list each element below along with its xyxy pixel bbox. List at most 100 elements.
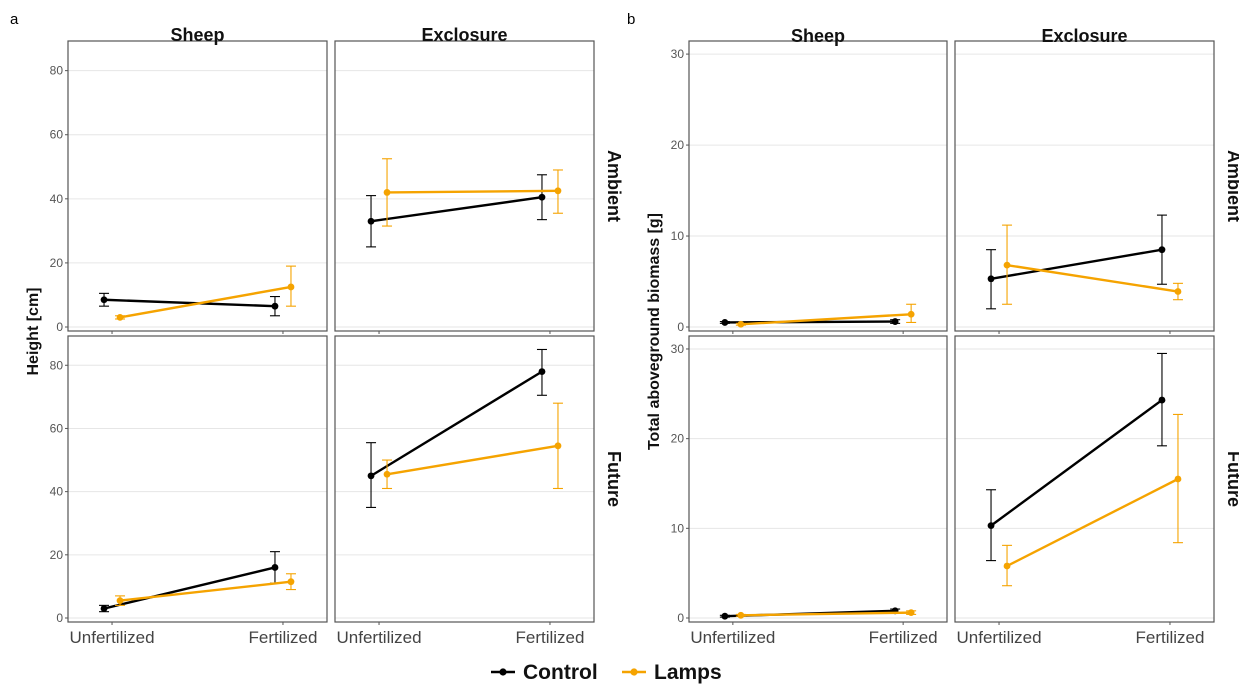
data-point (271, 302, 279, 310)
data-point (1174, 475, 1182, 483)
data-point (987, 522, 995, 530)
facet-panel-border (954, 335, 1215, 623)
y-tick-label: 60 (50, 128, 64, 142)
data-point (287, 283, 295, 291)
panel-letter: b (627, 11, 635, 28)
y-tick-label: 20 (50, 548, 64, 562)
x-tick-label: Unfertilized (690, 628, 775, 647)
series-line (724, 320, 896, 324)
data-point (271, 564, 279, 571)
facet-panel-border (334, 335, 595, 623)
series-line (386, 444, 559, 476)
y-tick-label: 80 (50, 358, 64, 372)
data-point (116, 597, 124, 605)
x-tick-label: Fertilized (248, 628, 317, 647)
data-point (907, 310, 915, 318)
x-tick-label: Fertilized (869, 628, 938, 647)
y-tick-label: 10 (671, 229, 685, 243)
data-point (554, 187, 562, 195)
series-line (1006, 477, 1179, 568)
facet-column-label: Sheep (791, 26, 845, 46)
x-tick-label: Fertilized (1135, 628, 1204, 647)
series-line (740, 313, 912, 326)
facet-panel-border (67, 40, 328, 332)
series-line (119, 285, 292, 319)
facet-panel-border (954, 40, 1215, 332)
facet-column-label: Sheep (170, 25, 224, 45)
data-point (1003, 562, 1011, 570)
y-tick-label: 0 (56, 611, 63, 625)
data-point (287, 578, 295, 586)
x-tick-label: Unfertilized (337, 628, 422, 647)
facet-row-label: Ambient (1224, 150, 1239, 222)
facet-row-label: Future (1224, 451, 1239, 507)
x-tick-label: Unfertilized (70, 628, 155, 647)
text-layer: a Height [cm] Sheep Exclosure Ambient Future U… (10, 11, 1239, 647)
data-point (116, 313, 124, 321)
facet-column-label: Exclosure (1041, 26, 1127, 46)
data-point (383, 189, 391, 196)
y-tick-label: 40 (50, 485, 64, 499)
facet-panel-border (688, 335, 948, 623)
legend-label: Control (523, 661, 598, 684)
data-point (538, 368, 546, 375)
y-tick-label: 30 (671, 47, 685, 61)
marks-layer (99, 158, 1183, 620)
data-point (721, 612, 729, 620)
data-point (737, 320, 745, 328)
data-point (1158, 246, 1166, 254)
legend-key-point (499, 668, 507, 676)
facet-row-label: Future (604, 451, 624, 507)
data-point (538, 193, 546, 201)
series-line (990, 248, 1163, 280)
y-tick-label: 60 (50, 421, 64, 435)
series-line (990, 399, 1163, 527)
y-axis-title: Total aboveground biomass [g] (646, 213, 663, 450)
data-point (554, 442, 562, 450)
facet-panel-border (67, 335, 328, 623)
series-line (370, 196, 543, 223)
y-axis-title: Height [cm] (25, 288, 42, 376)
series-line (740, 611, 912, 617)
data-point (100, 605, 108, 612)
data-point (721, 319, 729, 326)
y-tick-label: 20 (50, 256, 64, 270)
panel-letter: a (10, 11, 19, 28)
data-point (367, 472, 375, 480)
data-point (1158, 396, 1166, 404)
y-tick-label: 20 (671, 432, 685, 446)
facet-column-label: Exclosure (421, 25, 507, 45)
facet-panel-border (334, 40, 595, 332)
facet-panel-border (688, 40, 948, 332)
y-tick-label: 20 (671, 138, 685, 152)
series-line (387, 189, 558, 194)
y-tick-label: 40 (50, 192, 64, 206)
x-tick-label: Fertilized (515, 628, 584, 647)
y-tick-label: 80 (50, 64, 64, 78)
data-point (1174, 288, 1182, 295)
grid-layer (65, 40, 1215, 625)
y-tick-label: 10 (671, 521, 685, 535)
y-tick-label: 0 (677, 611, 684, 625)
data-point (737, 611, 745, 619)
series-line (119, 580, 292, 602)
data-point (891, 318, 899, 325)
data-point (987, 275, 995, 283)
series-line (1006, 263, 1179, 293)
data-point (367, 217, 375, 225)
data-point (907, 609, 915, 617)
y-tick-label: 0 (56, 320, 63, 334)
data-point (100, 296, 108, 304)
series-line (103, 566, 276, 610)
legend: Control Lamps (491, 661, 722, 684)
series-line (370, 370, 543, 477)
legend-label: Lamps (654, 661, 722, 684)
y-tick-label: 0 (677, 320, 684, 334)
y-tick-label: 30 (671, 342, 685, 356)
facet-row-label: Ambient (604, 150, 624, 222)
x-tick-label: Unfertilized (957, 628, 1042, 647)
data-point (1003, 261, 1011, 269)
series-line (103, 298, 276, 308)
data-point (383, 470, 391, 478)
